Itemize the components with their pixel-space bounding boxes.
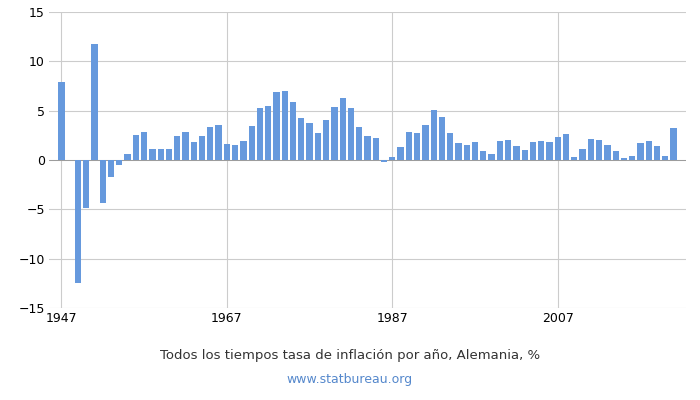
Bar: [125, 154, 131, 160]
Bar: [248, 126, 255, 160]
Bar: [365, 136, 370, 160]
Bar: [207, 128, 214, 160]
Bar: [604, 145, 610, 160]
Bar: [158, 149, 164, 160]
Bar: [463, 145, 470, 160]
Bar: [513, 146, 519, 160]
Bar: [372, 138, 379, 160]
Text: www.statbureau.org: www.statbureau.org: [287, 374, 413, 386]
Bar: [183, 132, 188, 160]
Bar: [389, 157, 396, 160]
Bar: [174, 136, 181, 160]
Bar: [505, 140, 511, 160]
Bar: [430, 110, 437, 160]
Bar: [530, 142, 536, 160]
Bar: [406, 132, 412, 160]
Bar: [645, 141, 652, 160]
Bar: [149, 149, 155, 160]
Bar: [216, 126, 222, 160]
Bar: [621, 158, 627, 160]
Bar: [356, 128, 363, 160]
Bar: [671, 128, 677, 160]
Bar: [489, 154, 495, 160]
Bar: [472, 142, 478, 160]
Bar: [522, 150, 528, 160]
Bar: [414, 133, 420, 160]
Bar: [58, 82, 64, 160]
Bar: [307, 124, 313, 160]
Bar: [224, 144, 230, 160]
Bar: [232, 145, 238, 160]
Bar: [547, 142, 552, 160]
Bar: [92, 44, 97, 160]
Bar: [240, 141, 246, 160]
Bar: [290, 102, 296, 160]
Bar: [612, 151, 619, 160]
Bar: [398, 147, 404, 160]
Bar: [422, 126, 428, 160]
Bar: [588, 139, 594, 160]
Bar: [257, 108, 263, 160]
Bar: [629, 156, 636, 160]
Bar: [274, 92, 279, 160]
Bar: [199, 136, 205, 160]
Bar: [439, 116, 445, 160]
Bar: [281, 91, 288, 160]
Text: Todos los tiempos tasa de inflación por año, Alemania, %: Todos los tiempos tasa de inflación por …: [160, 350, 540, 362]
Bar: [554, 137, 561, 160]
Bar: [348, 108, 354, 160]
Bar: [447, 133, 454, 160]
Bar: [638, 143, 643, 160]
Bar: [381, 160, 387, 162]
Bar: [166, 149, 172, 160]
Bar: [315, 133, 321, 160]
Bar: [265, 106, 272, 160]
Bar: [108, 160, 114, 177]
Bar: [497, 141, 503, 160]
Bar: [116, 160, 122, 165]
Bar: [99, 160, 106, 204]
Bar: [456, 143, 461, 160]
Bar: [596, 140, 602, 160]
Bar: [340, 98, 346, 160]
Bar: [538, 141, 545, 160]
Bar: [133, 135, 139, 160]
Bar: [580, 149, 586, 160]
Bar: [654, 146, 660, 160]
Bar: [83, 160, 90, 208]
Bar: [141, 132, 147, 160]
Bar: [563, 134, 569, 160]
Bar: [190, 142, 197, 160]
Bar: [480, 151, 486, 160]
Bar: [662, 156, 668, 160]
Bar: [331, 107, 337, 160]
Bar: [323, 120, 329, 160]
Bar: [75, 160, 81, 283]
Bar: [571, 157, 577, 160]
Bar: [298, 118, 304, 160]
